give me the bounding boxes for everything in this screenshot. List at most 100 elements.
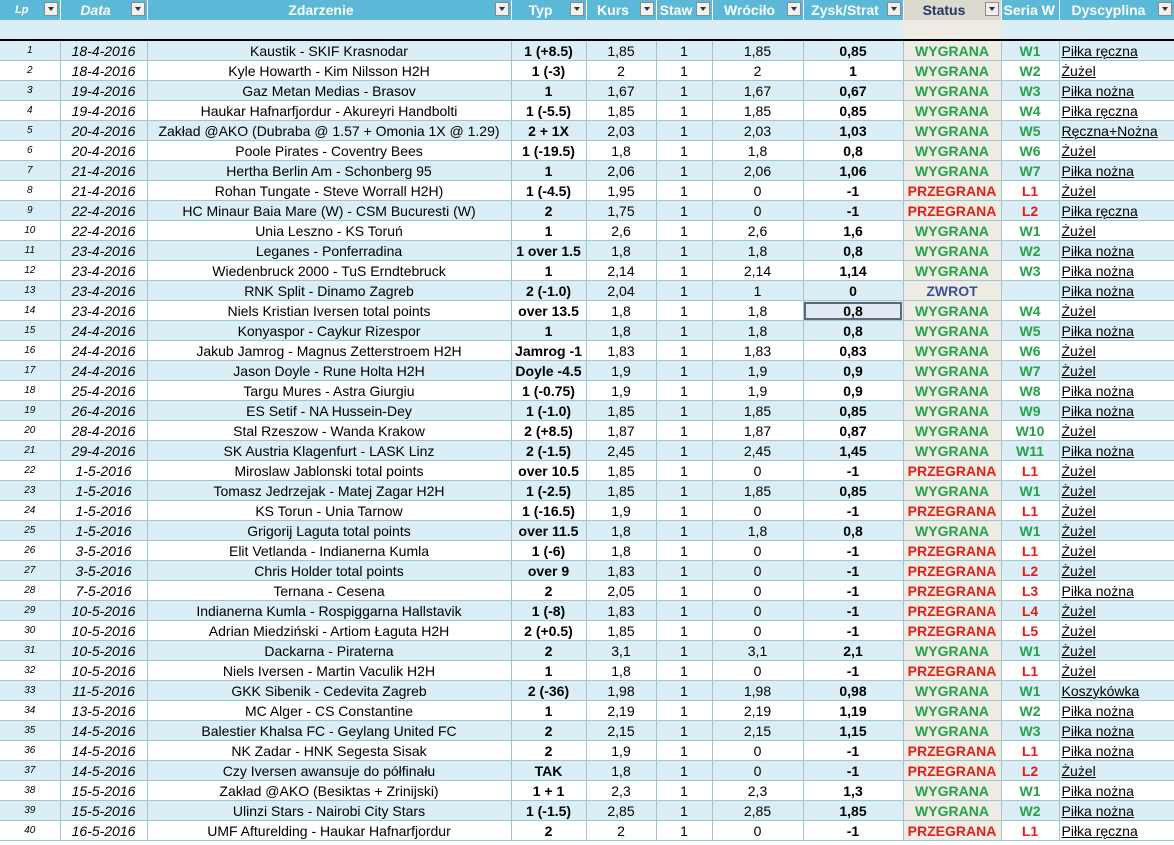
- cell-data[interactable]: 10-5-2016: [60, 660, 148, 681]
- cell-stawka[interactable]: 1: [656, 540, 713, 561]
- cell-lp[interactable]: 31: [0, 640, 61, 661]
- cell-data[interactable]: 14-5-2016: [60, 720, 148, 741]
- cell-lp[interactable]: 25: [0, 520, 61, 541]
- cell-kurs[interactable]: 1,83: [586, 600, 657, 621]
- cell-status[interactable]: PRZEGRANA: [903, 620, 1002, 641]
- cell-seria[interactable]: W6: [1001, 340, 1060, 361]
- cell-dysc[interactable]: Żużel: [1059, 220, 1174, 241]
- cell-kurs[interactable]: 1,95: [586, 180, 657, 201]
- cell-zysk[interactable]: -1: [803, 580, 904, 601]
- cell-stawka[interactable]: 1: [656, 340, 713, 361]
- cell-dysc[interactable]: Żużel: [1059, 420, 1174, 441]
- cell-status[interactable]: WYGRANA: [903, 780, 1002, 801]
- cell-status[interactable]: PRZEGRANA: [903, 660, 1002, 681]
- cell-status[interactable]: PRZEGRANA: [903, 180, 1002, 201]
- cell-zdarzenie[interactable]: Haukar Hafnarfjordur - Akureyri Handbolt…: [147, 100, 512, 121]
- cell-wrocilo[interactable]: 1,8: [712, 140, 804, 161]
- cell-typ[interactable]: 1 + 1: [511, 780, 587, 801]
- cell-zysk[interactable]: 0,85: [803, 40, 904, 61]
- cell-stawka[interactable]: 1: [656, 500, 713, 521]
- cell-data[interactable]: 22-4-2016: [60, 200, 148, 221]
- cell-zdarzenie[interactable]: Dackarna - Piraterna: [147, 640, 512, 661]
- cell-stawka[interactable]: 1: [656, 700, 713, 721]
- cell-typ[interactable]: 1 (-3): [511, 60, 587, 81]
- cell-typ[interactable]: 1: [511, 700, 587, 721]
- cell-stawka[interactable]: 1: [656, 580, 713, 601]
- cell-seria[interactable]: W3: [1001, 80, 1060, 101]
- spacer-cell[interactable]: [1059, 20, 1174, 41]
- cell-status[interactable]: PRZEGRANA: [903, 200, 1002, 221]
- cell-dysc[interactable]: Piłka nożna: [1059, 320, 1174, 341]
- cell-stawka[interactable]: 1: [656, 320, 713, 341]
- cell-typ[interactable]: over 9: [511, 560, 587, 581]
- cell-dysc[interactable]: Żużel: [1059, 520, 1174, 541]
- cell-data[interactable]: 23-4-2016: [60, 240, 148, 261]
- cell-status[interactable]: WYGRANA: [903, 260, 1002, 281]
- cell-zdarzenie[interactable]: Stal Rzeszow - Wanda Krakow: [147, 420, 512, 441]
- cell-status[interactable]: WYGRANA: [903, 40, 1002, 61]
- cell-data[interactable]: 21-4-2016: [60, 180, 148, 201]
- cell-status[interactable]: WYGRANA: [903, 80, 1002, 101]
- cell-typ[interactable]: 2 (-1.0): [511, 280, 587, 301]
- filter-dropdown-status-icon[interactable]: [984, 2, 999, 16]
- cell-data[interactable]: 15-5-2016: [60, 780, 148, 801]
- cell-typ[interactable]: 1 (-1.0): [511, 400, 587, 421]
- cell-zysk[interactable]: -1: [803, 500, 904, 521]
- cell-data[interactable]: 1-5-2016: [60, 460, 148, 481]
- cell-status[interactable]: WYGRANA: [903, 380, 1002, 401]
- cell-lp[interactable]: 20: [0, 420, 61, 441]
- cell-wrocilo[interactable]: 0: [712, 620, 804, 641]
- cell-wrocilo[interactable]: 1,67: [712, 80, 804, 101]
- cell-seria[interactable]: W2: [1001, 60, 1060, 81]
- cell-lp[interactable]: 36: [0, 740, 61, 761]
- cell-data[interactable]: 28-4-2016: [60, 420, 148, 441]
- cell-zdarzenie[interactable]: Tomasz Jedrzejak - Matej Zagar H2H: [147, 480, 512, 501]
- cell-kurs[interactable]: 1,8: [586, 240, 657, 261]
- cell-stawka[interactable]: 1: [656, 160, 713, 181]
- cell-wrocilo[interactable]: 1,85: [712, 480, 804, 501]
- cell-stawka[interactable]: 1: [656, 40, 713, 61]
- cell-lp[interactable]: 15: [0, 320, 61, 341]
- cell-lp[interactable]: 10: [0, 220, 61, 241]
- cell-zdarzenie[interactable]: MC Alger - CS Constantine: [147, 700, 512, 721]
- cell-seria[interactable]: W4: [1001, 300, 1060, 321]
- cell-wrocilo[interactable]: 1: [712, 280, 804, 301]
- cell-zdarzenie[interactable]: Balestier Khalsa FC - Geylang United FC: [147, 720, 512, 741]
- cell-zdarzenie[interactable]: Ulinzi Stars - Nairobi City Stars: [147, 800, 512, 821]
- cell-zdarzenie[interactable]: Chris Holder total points: [147, 560, 512, 581]
- cell-lp[interactable]: 26: [0, 540, 61, 561]
- cell-data[interactable]: 14-5-2016: [60, 760, 148, 781]
- cell-zysk[interactable]: -1: [803, 740, 904, 761]
- cell-zdarzenie[interactable]: Targu Mures - Astra Giurgiu: [147, 380, 512, 401]
- cell-data[interactable]: 3-5-2016: [60, 560, 148, 581]
- filter-dropdown-kurs-icon[interactable]: [639, 2, 654, 16]
- cell-lp[interactable]: 22: [0, 460, 61, 481]
- cell-typ[interactable]: 1 (-1.5): [511, 800, 587, 821]
- cell-dysc[interactable]: Żużel: [1059, 140, 1174, 161]
- cell-wrocilo[interactable]: 0: [712, 540, 804, 561]
- cell-zdarzenie[interactable]: HC Minaur Baia Mare (W) - CSM Bucuresti …: [147, 200, 512, 221]
- cell-lp[interactable]: 3: [0, 80, 61, 101]
- cell-stawka[interactable]: 1: [656, 260, 713, 281]
- cell-stawka[interactable]: 1: [656, 680, 713, 701]
- cell-status[interactable]: ZWROT: [903, 280, 1002, 301]
- cell-wrocilo[interactable]: 2,03: [712, 120, 804, 141]
- cell-zdarzenie[interactable]: SK Austria Klagenfurt - LASK Linz: [147, 440, 512, 461]
- cell-status[interactable]: WYGRANA: [903, 160, 1002, 181]
- cell-zdarzenie[interactable]: Unia Leszno - KS Toruń: [147, 220, 512, 241]
- cell-dysc[interactable]: Piłka nożna: [1059, 700, 1174, 721]
- cell-status[interactable]: WYGRANA: [903, 100, 1002, 121]
- cell-lp[interactable]: 16: [0, 340, 61, 361]
- cell-kurs[interactable]: 3,1: [586, 640, 657, 661]
- cell-typ[interactable]: 2 (-36): [511, 680, 587, 701]
- cell-wrocilo[interactable]: 0: [712, 740, 804, 761]
- cell-status[interactable]: WYGRANA: [903, 640, 1002, 661]
- cell-status[interactable]: WYGRANA: [903, 300, 1002, 321]
- cell-dysc[interactable]: Piłka nożna: [1059, 380, 1174, 401]
- filter-dropdown-typ-icon[interactable]: [569, 2, 584, 16]
- cell-seria[interactable]: W6: [1001, 140, 1060, 161]
- cell-data[interactable]: 18-4-2016: [60, 60, 148, 81]
- cell-typ[interactable]: over 10.5: [511, 460, 587, 481]
- cell-typ[interactable]: 1: [511, 220, 587, 241]
- cell-status[interactable]: WYGRANA: [903, 700, 1002, 721]
